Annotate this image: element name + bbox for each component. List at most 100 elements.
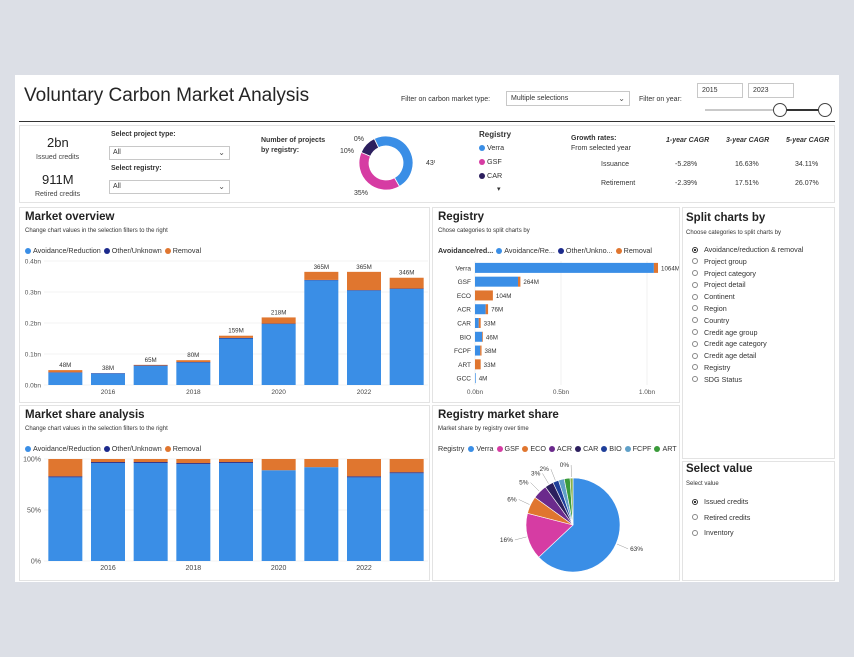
bar-removal-2017[interactable]: [133, 364, 168, 366]
bar-avoidance-reduction-2021[interactable]: [304, 280, 339, 385]
bar-avoidance-reduction-2016[interactable]: [91, 373, 125, 385]
bar-avoidance-reduction-2016[interactable]: [91, 463, 125, 561]
bar-avoidance-reduction-2015[interactable]: [48, 372, 83, 385]
value-option-inventory[interactable]: Inventory: [692, 528, 750, 544]
legend-item-other-unkno[interactable]: Other/Unkno...: [557, 246, 613, 255]
year-from-input[interactable]: 2015: [697, 83, 743, 98]
bar-other-unknown-2022[interactable]: [347, 476, 381, 478]
donut-legend-item-verra[interactable]: Verra: [479, 143, 504, 157]
carbon-type-dropdown[interactable]: Multiple selections ⌄: [506, 91, 630, 106]
bar-removal-2016[interactable]: [91, 459, 125, 463]
bar-avoidance-reduction-2019[interactable]: [219, 338, 253, 386]
bar-removal-art[interactable]: [475, 359, 481, 370]
bar-avoidance-reduction-2023[interactable]: [389, 288, 424, 385]
split-option-country[interactable]: Country: [692, 316, 803, 328]
legend-item-avoidance-red[interactable]: Avoidance/red...: [438, 246, 493, 255]
donut-slice-other[interactable]: [360, 138, 380, 157]
bar-avoidance-reduction-2015[interactable]: [48, 477, 83, 561]
bar-removal-2023[interactable]: [389, 459, 424, 473]
bar-avoidance-reduction-2023[interactable]: [389, 473, 424, 561]
bar-removal-2020[interactable]: [261, 317, 296, 324]
bar-other-unknown-2017[interactable]: [133, 462, 168, 464]
legend-item-avoidance-reduction[interactable]: Avoidance/Reduction: [25, 444, 101, 453]
bar-avoidance-reduction-2018[interactable]: [176, 464, 211, 561]
bar-removal-2023[interactable]: [389, 277, 424, 289]
bar-removal-2017[interactable]: [133, 459, 168, 463]
split-option-region[interactable]: Region: [692, 304, 803, 316]
bar-other-unknown-2023[interactable]: [389, 472, 424, 474]
bar-removal-2019[interactable]: [219, 459, 253, 463]
value-option-retired-credits[interactable]: Retired credits: [692, 513, 750, 529]
bar-avoidance-reduction-bio[interactable]: [475, 331, 483, 342]
bar-avoidance-reduction-car[interactable]: [475, 318, 479, 328]
legend-item-acr[interactable]: ACR: [548, 444, 572, 453]
legend-item-avoidance-re[interactable]: Avoidance/Re...: [496, 246, 555, 255]
legend-item-other-unknown[interactable]: Other/Unknown: [103, 444, 162, 453]
bar-avoidance-reduction-2017[interactable]: [133, 463, 168, 561]
split-option-sdg-status[interactable]: SDG Status: [692, 375, 803, 387]
split-option-registry[interactable]: Registry: [692, 363, 803, 375]
bar-avoidance-reduction-2020[interactable]: [261, 470, 296, 561]
split-option-credit-age-detail[interactable]: Credit age detail: [692, 351, 803, 363]
bar-removal-2021[interactable]: [304, 271, 339, 280]
bar-other-unknown-2015[interactable]: [48, 476, 83, 478]
bar-avoidance-reduction-verra[interactable]: [475, 262, 654, 273]
legend-item-fcpf[interactable]: FCPF: [624, 444, 651, 453]
year-slider-handle-end[interactable]: [818, 103, 832, 117]
legend-item-car[interactable]: CAR: [575, 444, 598, 453]
bar-removal-2020[interactable]: [261, 459, 296, 471]
bar-removal-gsf[interactable]: [518, 276, 521, 287]
slice-verra[interactable]: [538, 477, 621, 573]
donut-legend-item-gsf[interactable]: GSF: [479, 157, 504, 171]
bar-removal-eco[interactable]: [475, 290, 493, 301]
year-to-input[interactable]: 2023: [748, 83, 794, 98]
legend-item-removal[interactable]: Removal: [164, 444, 201, 453]
bar-removal-2019[interactable]: [219, 335, 253, 338]
bar-removal-bio[interactable]: [482, 331, 483, 342]
donut-slice-gsf[interactable]: [358, 151, 400, 191]
year-slider-track[interactable]: [705, 109, 827, 111]
legend-item-removal[interactable]: Removal: [164, 246, 201, 255]
split-option-project-detail[interactable]: Project detail: [692, 280, 803, 292]
legend-item-avoidance-reduction[interactable]: Avoidance/Reduction: [25, 246, 101, 255]
bar-other-unknown-2018[interactable]: [176, 463, 211, 465]
bar-removal-car[interactable]: [478, 318, 481, 328]
bar-avoidance-reduction-2017[interactable]: [133, 365, 168, 385]
bar-avoidance-reduction-2022[interactable]: [347, 290, 381, 385]
bar-removal-2022[interactable]: [347, 271, 381, 291]
legend-item-bio[interactable]: BIO: [601, 444, 622, 453]
split-option-continent[interactable]: Continent: [692, 292, 803, 304]
value-option-issued-credits[interactable]: Issued credits: [692, 497, 750, 513]
bar-avoidance-reduction-2021[interactable]: [304, 467, 339, 561]
split-option-project-category[interactable]: Project category: [692, 269, 803, 281]
split-option-credit-age-category[interactable]: Credit age category: [692, 339, 803, 351]
bar-avoidance-reduction-2019[interactable]: [219, 463, 253, 561]
legend-item-verra[interactable]: Verra: [468, 444, 494, 453]
bar-removal-2018[interactable]: [176, 360, 211, 363]
legend-item-eco[interactable]: ECO: [522, 444, 546, 453]
bar-removal-2015[interactable]: [48, 370, 83, 373]
legend-item-removal[interactable]: Removal: [615, 246, 652, 255]
split-option-credit-age-group[interactable]: Credit age group: [692, 328, 803, 340]
bar-removal-2018[interactable]: [176, 459, 211, 464]
bar-removal-verra[interactable]: [653, 262, 659, 273]
bar-avoidance-reduction-acr[interactable]: [475, 304, 486, 315]
registry-dropdown[interactable]: All ⌄: [109, 180, 230, 194]
legend-item-gsf[interactable]: GSF: [496, 444, 519, 453]
bar-avoidance-reduction-fcpf[interactable]: [475, 345, 481, 356]
bar-removal-acr[interactable]: [485, 304, 489, 315]
bar-avoidance-reduction-2020[interactable]: [261, 323, 296, 385]
slice-gcc[interactable]: [569, 477, 574, 526]
legend-item-other-unknown[interactable]: Other/Unknown: [103, 246, 162, 255]
bar-removal-2021[interactable]: [304, 459, 339, 468]
bar-avoidance-reduction-2022[interactable]: [347, 477, 381, 561]
bar-avoidance-reduction-gsf[interactable]: [475, 276, 518, 287]
project-type-dropdown[interactable]: All ⌄: [109, 146, 230, 160]
bar-removal-2022[interactable]: [347, 459, 381, 477]
bar-other-unknown-2019[interactable]: [219, 462, 253, 464]
legend-more-icon[interactable]: ▾: [497, 186, 501, 193]
bar-avoidance-reduction-2018[interactable]: [176, 362, 211, 385]
legend-item-art[interactable]: ART: [654, 444, 677, 453]
bar-avoidance-reduction-gcc[interactable]: [475, 373, 476, 384]
donut-legend-item-car[interactable]: CAR: [479, 171, 504, 185]
